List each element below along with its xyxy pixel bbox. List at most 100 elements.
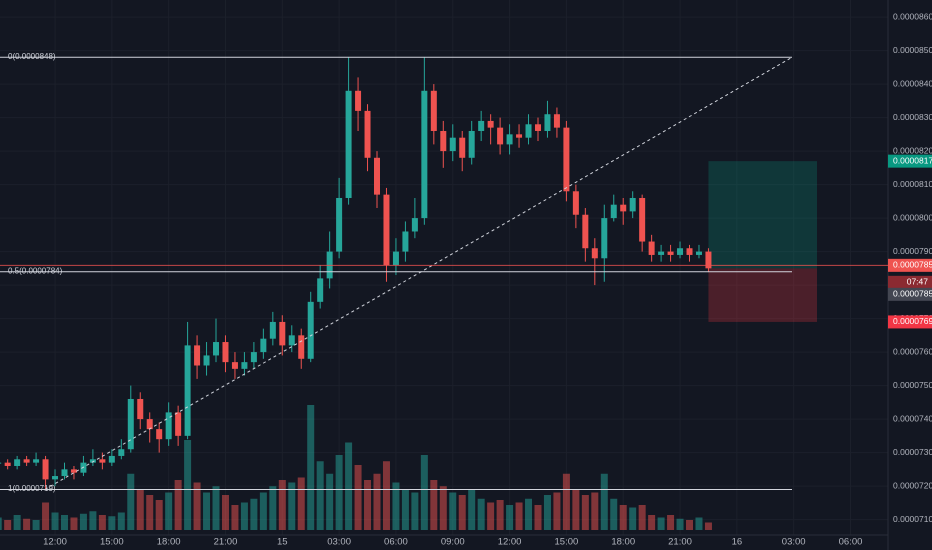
fib-label: 0(0.0000848) bbox=[8, 52, 56, 61]
y-tick-label: 0.0000830 bbox=[893, 112, 932, 122]
candle-body bbox=[70, 469, 77, 473]
volume-bar bbox=[345, 442, 353, 530]
volume-bar bbox=[411, 492, 419, 530]
candle-body bbox=[620, 204, 627, 212]
candle-body bbox=[213, 342, 220, 356]
candle-body bbox=[497, 127, 504, 145]
volume-bar bbox=[515, 502, 523, 530]
candle-body bbox=[364, 110, 371, 158]
candle-body bbox=[516, 134, 523, 138]
volume-bar bbox=[307, 405, 315, 530]
volume-bar bbox=[231, 505, 239, 530]
candle-body bbox=[601, 218, 608, 259]
volume-bar bbox=[259, 492, 267, 530]
volume-bar bbox=[487, 502, 495, 530]
x-tick-label: 06:00 bbox=[839, 537, 863, 548]
candle-body bbox=[525, 124, 532, 138]
x-tick-label: 03:00 bbox=[327, 537, 351, 548]
candle-body bbox=[99, 459, 106, 463]
volume-bar bbox=[581, 495, 589, 530]
target-zone bbox=[708, 161, 817, 269]
y-tick-label: 0.0000820 bbox=[893, 145, 932, 155]
y-tick-label: 0.0000730 bbox=[893, 447, 932, 457]
countdown: 07:47 bbox=[907, 277, 929, 287]
candle-body bbox=[241, 362, 248, 369]
volume-bar bbox=[354, 465, 362, 530]
y-tick-label: 0.0000850 bbox=[893, 45, 932, 55]
volume-bar bbox=[0, 517, 2, 530]
volume-bar bbox=[648, 515, 656, 530]
candle-body bbox=[544, 114, 551, 131]
volume-bar bbox=[193, 482, 201, 530]
candle-body bbox=[506, 134, 513, 145]
volume-bar bbox=[638, 505, 646, 530]
y-tick-label: 0.0000740 bbox=[893, 413, 932, 423]
stop-tag: 0.0000769 bbox=[893, 316, 932, 326]
x-tick-label: 15:00 bbox=[555, 537, 579, 548]
candle-body bbox=[421, 90, 428, 219]
volume-bar bbox=[278, 480, 286, 530]
y-tick-label: 0.0000800 bbox=[893, 212, 932, 222]
volume-bar bbox=[364, 480, 372, 530]
volume-bar bbox=[591, 492, 599, 530]
volume-bar bbox=[316, 461, 324, 530]
volume-bar bbox=[250, 498, 258, 530]
entry-tag-bg bbox=[888, 287, 932, 301]
volume-bar bbox=[13, 515, 21, 530]
volume-bar bbox=[610, 498, 618, 530]
candle-body bbox=[677, 248, 684, 255]
candle-body bbox=[4, 462, 11, 466]
candle-body bbox=[250, 352, 257, 363]
volume-bar bbox=[326, 473, 334, 530]
volume-bar bbox=[297, 477, 305, 530]
candle-body bbox=[411, 218, 418, 232]
x-tick-label: 18:00 bbox=[157, 537, 181, 548]
candle-body bbox=[629, 197, 636, 212]
candle-body bbox=[392, 251, 399, 265]
candle-body bbox=[345, 90, 352, 198]
y-tick-label: 0.0000790 bbox=[893, 246, 932, 256]
candle-body bbox=[317, 278, 324, 302]
candle-body bbox=[563, 127, 570, 192]
candle-body bbox=[165, 412, 172, 440]
current-price-tag: 0.0000785 bbox=[893, 260, 932, 270]
volume-bar bbox=[695, 517, 703, 530]
candle-body bbox=[648, 241, 655, 255]
candle-body bbox=[269, 321, 276, 339]
volume-bar bbox=[165, 492, 173, 530]
stop-tag-bg bbox=[888, 315, 932, 329]
target-tag-bg bbox=[888, 154, 932, 168]
candle-body bbox=[430, 90, 437, 131]
candle-body bbox=[298, 335, 305, 359]
volume-bar bbox=[117, 512, 125, 530]
volume-bar bbox=[136, 490, 144, 530]
volume-bar bbox=[79, 513, 87, 530]
y-tick-label: 0.0000710 bbox=[893, 514, 932, 524]
candle-body bbox=[355, 90, 362, 111]
entry-tag: 0.0000785 bbox=[893, 289, 932, 299]
volume-bar bbox=[600, 473, 608, 530]
candle-body bbox=[478, 120, 485, 131]
x-tick-label: 12:00 bbox=[43, 537, 67, 548]
x-tick-label: 06:00 bbox=[384, 537, 408, 548]
candle-body bbox=[127, 398, 134, 450]
candle-body bbox=[610, 204, 617, 219]
stop-zone bbox=[708, 268, 817, 322]
candle-body bbox=[137, 398, 144, 420]
x-tick-label: 09:00 bbox=[441, 537, 465, 548]
volume-bar bbox=[430, 480, 438, 530]
candle-body bbox=[231, 362, 238, 369]
volume-bar bbox=[32, 520, 40, 530]
candle-body bbox=[374, 157, 380, 195]
volume-bar bbox=[468, 490, 476, 530]
fib-label: 0.5(0.0000784) bbox=[8, 266, 63, 275]
y-tick-label: 0.0000720 bbox=[893, 480, 932, 490]
candle-body bbox=[279, 321, 286, 346]
volume-bar bbox=[221, 495, 229, 530]
volume-bar bbox=[458, 495, 466, 530]
candle-body bbox=[175, 412, 182, 436]
y-tick-label: 0.0000860 bbox=[893, 11, 932, 21]
candle-body bbox=[487, 120, 494, 128]
candle-body bbox=[307, 301, 314, 359]
